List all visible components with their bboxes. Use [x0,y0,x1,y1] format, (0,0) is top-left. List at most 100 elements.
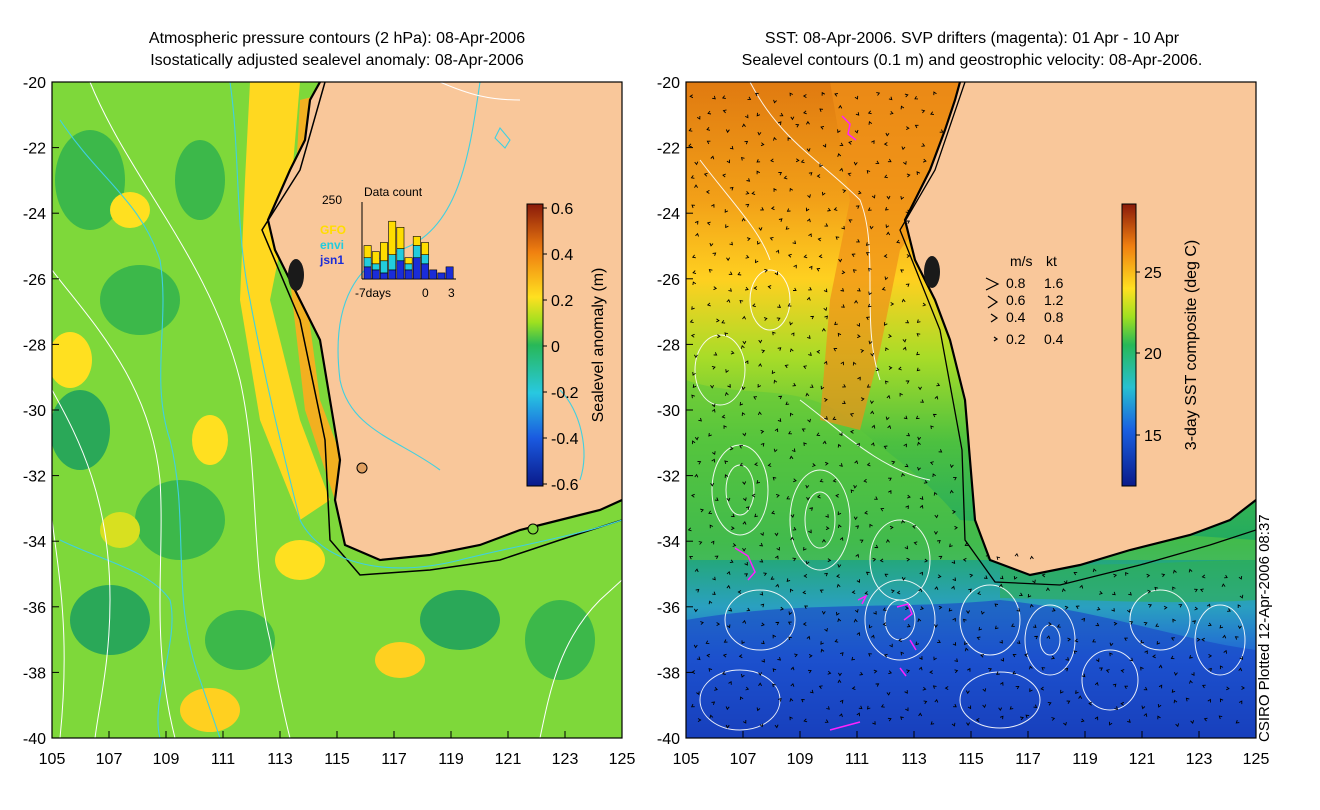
velocity-vector [847,172,852,177]
velocity-vector [801,699,805,703]
velocity-vector [886,195,891,200]
velocity-vector [1144,650,1148,655]
velocity-vector [886,231,891,236]
velocity-vector [803,442,807,446]
velocity-vector [783,175,788,180]
velocity-vector [1113,621,1118,626]
sst-colorbar-tick-label: 20 [1144,346,1162,363]
velocity-vector [903,415,908,420]
velocity-vector [827,207,832,212]
right-map [686,82,1256,738]
inset-bar-jsn1 [363,266,372,280]
velocity-vector [948,608,953,612]
velocity-vector [723,425,727,429]
velocity-vector [1143,686,1148,691]
velocity-vector [1201,637,1206,642]
velocity-vector [933,91,937,96]
velocity-vector [1109,652,1113,657]
velocity-vector [808,286,812,291]
velocity-vector [819,108,824,112]
velocity-vector [698,417,702,422]
inset-legend-envi: envi [320,238,344,252]
velocity-vector [975,718,980,722]
velocity-vector [711,203,715,208]
left-lon-tick-label: 111 [211,751,235,768]
velocity-vector [934,395,939,400]
velocity-vector [1081,673,1086,678]
velocity-vector [1129,621,1134,625]
velocity-vector [742,497,747,502]
velocity-legend-kt-0: 1.6 [1044,275,1064,291]
velocity-vector [1046,587,1050,592]
velocity-vector [812,463,816,467]
velocity-vector [805,392,810,397]
velocity-vector [705,190,710,194]
velocity-vector [904,690,908,694]
velocity-vector [774,271,779,276]
velocity-vector [1029,603,1034,608]
velocity-vector [919,656,923,660]
velocity-vector [807,669,812,674]
velocity-vector [1051,608,1056,612]
velocity-vector [714,555,719,559]
velocity-vector [1173,569,1177,574]
velocity-vector [999,639,1003,644]
velocity-vector [1226,686,1230,691]
velocity-vector [837,332,842,337]
velocity-vector [906,220,911,224]
inset-bar-jsn1 [445,266,454,280]
velocity-vector [706,221,711,226]
velocity-vector [1224,574,1228,579]
velocity-vector [918,666,923,671]
velocity-vector [1241,686,1245,690]
velocity-vector [932,413,937,418]
velocity-vector [1063,721,1067,726]
velocity-vector [855,553,860,558]
velocity-vector [776,317,781,321]
velocity-vector [722,173,726,178]
velocity-vector [1126,609,1131,613]
velocity-vector [822,143,827,148]
velocity-vector [1222,634,1227,639]
velocity-vector [898,366,902,371]
velocity-vector [824,397,828,402]
right-lon-tick-label: 115 [958,751,984,768]
velocity-vector [914,124,919,129]
velocity-vector [1019,592,1023,597]
velocity-vector [900,651,905,656]
velocity-vector [711,701,716,705]
velocity-vector [773,448,778,453]
velocity-vector [901,298,906,303]
velocity-vector [824,416,828,420]
velocity-vector [883,254,888,258]
velocity-vector [739,445,743,449]
velocity-vector [1111,608,1115,612]
velocity-vector [906,432,911,437]
velocity-vector [967,705,972,710]
velocity-vector [871,424,876,429]
velocity-vector [837,511,842,516]
velocity-vector [760,142,765,147]
right-lat-tick-label: -32 [657,469,680,486]
velocity-vector [865,316,870,321]
velocity-vector [692,281,697,286]
velocity-vector [824,315,828,320]
velocity-vector [906,173,911,178]
velocity-vector [966,722,970,726]
velocity-vector [1064,667,1069,672]
left-lon-tick-label: 123 [552,751,579,768]
velocity-vector [1196,637,1201,642]
velocity-vector [1157,703,1162,708]
velocity-vector [707,110,712,115]
velocity-vector [712,576,716,581]
left-lat-tick-label: -40 [23,731,46,748]
velocity-vector [761,349,766,354]
velocity-vector [1060,689,1064,694]
inset-bar-jsn1 [371,269,380,280]
velocity-vector [906,669,911,674]
velocity-vector [791,332,795,337]
velocity-vector [932,685,937,689]
velocity-vector [712,95,716,100]
velocity-vector [757,383,762,388]
